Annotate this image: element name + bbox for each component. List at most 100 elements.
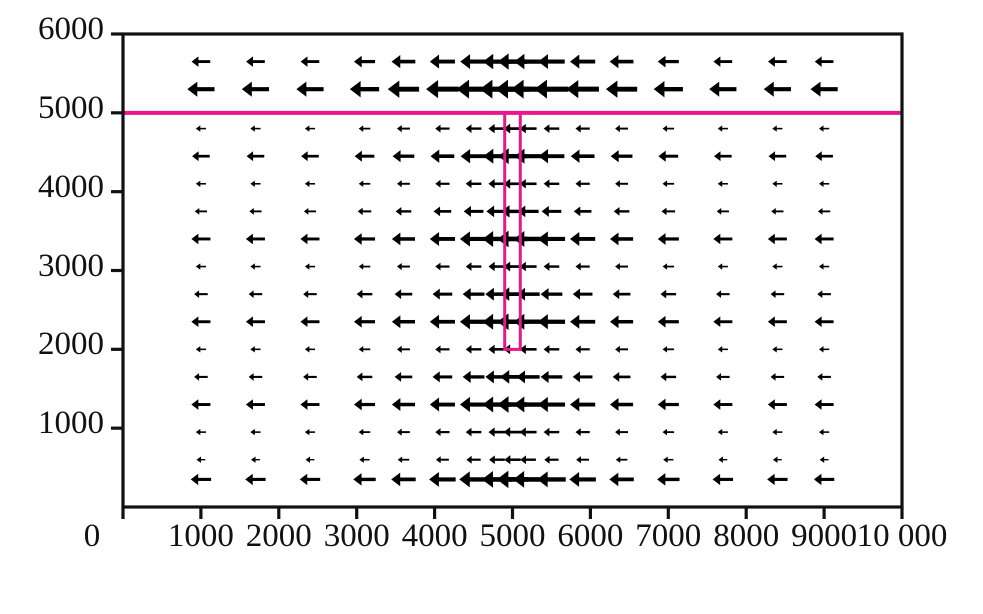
arrow-head <box>712 473 721 486</box>
velocity-arrow <box>192 151 210 162</box>
arrow-head <box>770 373 776 381</box>
arrow-head <box>249 207 254 215</box>
velocity-arrow <box>391 398 415 411</box>
velocity-arrow <box>537 231 566 247</box>
velocity-arrow <box>660 289 677 299</box>
arrow-head <box>482 313 494 330</box>
arrow-head <box>488 344 495 355</box>
arrow-head <box>488 427 495 437</box>
arrow-head <box>609 54 619 69</box>
velocity-arrow <box>504 455 521 465</box>
arrow-head <box>305 456 311 463</box>
arrow-head <box>429 231 440 246</box>
arrow-head <box>575 428 581 437</box>
velocity-arrow <box>717 428 728 436</box>
velocity-arrow <box>465 262 482 271</box>
y-tick-label: 4000 <box>38 168 104 205</box>
velocity-arrow <box>195 346 206 353</box>
arrow-head <box>717 428 723 436</box>
velocity-arrow <box>432 371 453 383</box>
arrow-head <box>394 289 402 300</box>
arrow-head <box>541 205 549 217</box>
velocity-arrow <box>241 81 270 97</box>
velocity-arrow <box>353 473 376 486</box>
velocity-arrow <box>191 56 211 67</box>
velocity-arrow <box>815 151 833 162</box>
arrow-head <box>353 473 362 486</box>
velocity-arrow <box>349 81 380 98</box>
velocity-arrow <box>245 399 265 410</box>
x-tick-label: 8000 <box>713 518 780 554</box>
arrow-head <box>570 231 580 246</box>
arrow-head <box>814 399 822 410</box>
velocity-arrow <box>250 428 261 436</box>
velocity-arrow <box>356 289 373 299</box>
velocity-arrow <box>716 373 730 381</box>
arrow-head <box>488 123 495 134</box>
arrow-head <box>459 396 470 413</box>
arrow-head <box>430 149 440 163</box>
arrow-head <box>353 315 362 328</box>
x-tick-label: 3000 <box>323 518 390 554</box>
velocity-arrow <box>819 180 830 187</box>
arrow-head <box>495 79 508 99</box>
arrow-head <box>717 180 723 187</box>
velocity-arrow <box>713 233 733 245</box>
velocity-arrow <box>435 345 450 354</box>
arrow-head <box>482 396 494 413</box>
arrow-head <box>396 180 402 188</box>
arrow-head <box>543 344 550 354</box>
velocity-arrow <box>429 54 455 69</box>
arrow-head <box>537 471 548 488</box>
arrow-head <box>299 473 308 486</box>
velocity-arrow <box>538 148 565 164</box>
velocity-arrow <box>195 263 206 270</box>
velocity-arrow <box>570 231 596 246</box>
velocity-arrow <box>358 180 371 188</box>
velocity-arrow <box>246 151 265 162</box>
velocity-arrow <box>819 125 830 132</box>
arrow-head <box>716 207 722 215</box>
arrow-head <box>538 54 548 69</box>
arrow-head <box>717 263 723 270</box>
arrow-head <box>519 123 526 134</box>
velocity-arrow <box>396 124 410 133</box>
arrow-head <box>304 180 310 187</box>
arrow-head <box>191 399 199 410</box>
velocity-arrow <box>356 372 373 382</box>
arrow-head <box>772 456 778 463</box>
arrow-head <box>717 125 723 132</box>
arrow-head <box>537 396 548 413</box>
velocity-arrow <box>772 428 783 436</box>
velocity-arrow <box>716 207 729 215</box>
velocity-arrow <box>190 473 212 486</box>
arrow-head <box>570 314 580 329</box>
velocity-arrow <box>543 427 560 437</box>
velocity-arrow <box>195 180 206 187</box>
arrow-head <box>814 316 822 328</box>
x-tick-label: 5000 <box>479 518 546 554</box>
velocity-arrow <box>196 456 206 463</box>
velocity-arrow <box>248 373 263 381</box>
arrow-head <box>250 263 255 270</box>
velocity-arrow <box>615 345 629 353</box>
arrow-head <box>575 124 581 133</box>
arrow-head <box>519 344 526 355</box>
arrow-head <box>709 81 720 97</box>
arrow-head <box>500 370 510 384</box>
arrow-head <box>300 316 308 328</box>
arrow-head <box>772 125 777 132</box>
arrow-head <box>391 54 401 69</box>
velocity-arrow <box>569 472 596 487</box>
arrow-head <box>479 79 493 99</box>
velocity-arrow <box>296 81 324 97</box>
velocity-arrow <box>663 456 674 463</box>
velocity-arrow <box>615 180 629 188</box>
arrow-head <box>771 207 776 215</box>
velocity-arrow <box>250 180 261 187</box>
arrow-head <box>662 263 668 270</box>
arrow-head <box>391 232 401 246</box>
velocity-arrow <box>391 232 415 246</box>
arrow-head <box>503 427 511 438</box>
y-tick-label: 3000 <box>38 247 104 284</box>
